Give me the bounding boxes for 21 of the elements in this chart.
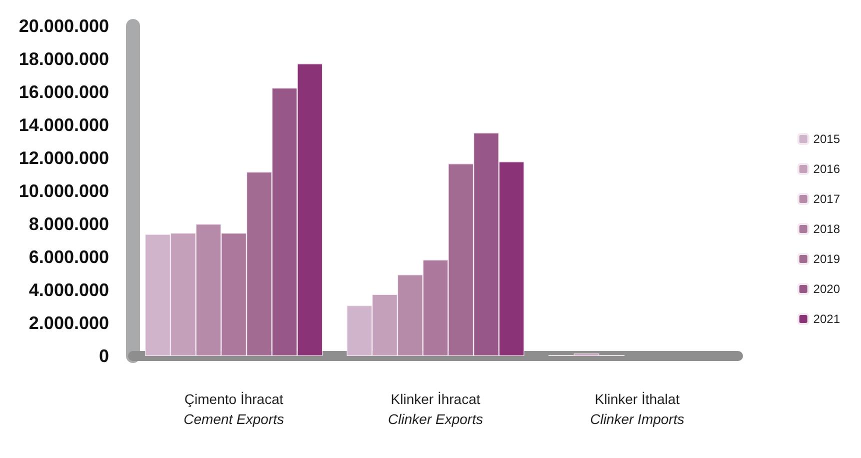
legend-label: 2016 (813, 162, 840, 176)
legend-label: 2015 (813, 132, 840, 146)
legend-label: 2019 (813, 252, 840, 266)
x-tick-label: Klinker İhracat Clinker Exports (388, 391, 483, 427)
y-tick-label: 0 (98, 346, 109, 366)
legend-label: 2018 (813, 222, 840, 236)
x-tick-label: Klinker İthalat Clinker Imports (590, 391, 684, 427)
y-tick-label: 4.000.000 (28, 280, 109, 300)
y-tick-label: 2.000.000 (28, 313, 109, 333)
legend-label: 2017 (813, 192, 840, 206)
y-tick-label: 18.000.000 (18, 49, 109, 69)
y-tick-label: 14.000.000 (18, 115, 109, 135)
y-tick-label: 20.000.000 (18, 16, 109, 36)
legend-label: 2021 (813, 312, 840, 326)
legend-label: 2020 (813, 282, 840, 296)
x-tick-label: Çimento İhracat Cement Exports (184, 391, 284, 427)
y-tick-label: 10.000.000 (18, 181, 109, 201)
y-tick-label: 16.000.000 (18, 82, 109, 102)
y-tick-label: 12.000.000 (18, 148, 109, 168)
y-tick-label: 8.000.000 (28, 214, 109, 234)
y-tick-label: 6.000.000 (28, 247, 109, 267)
